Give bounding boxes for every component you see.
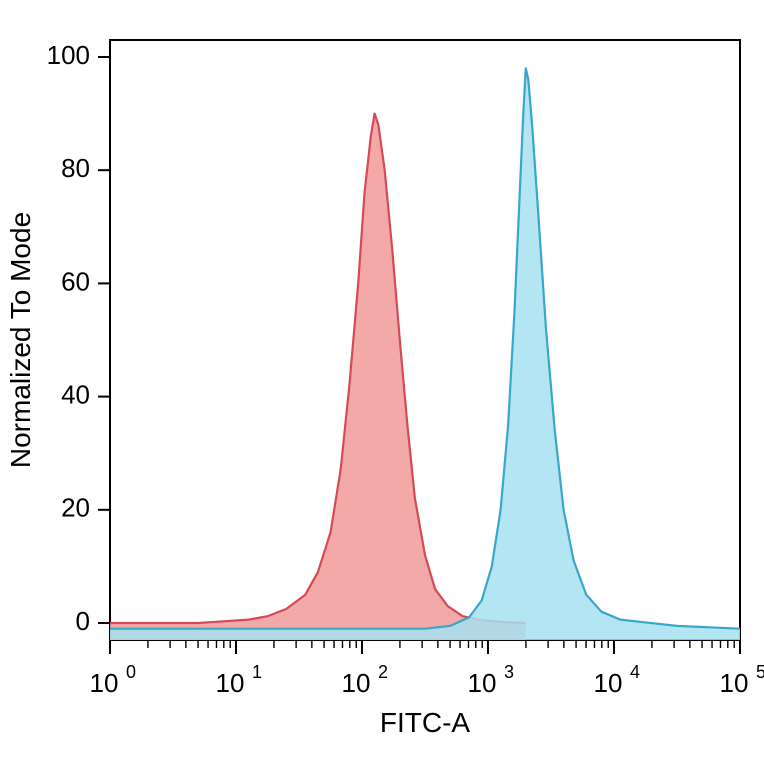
svg-text:10: 10	[468, 668, 497, 698]
y-tick-label: 20	[61, 493, 90, 523]
y-tick-label: 60	[61, 266, 90, 296]
svg-text:3: 3	[504, 662, 514, 682]
svg-text:10: 10	[594, 668, 623, 698]
y-tick-label: 100	[47, 40, 90, 70]
svg-text:1: 1	[252, 662, 262, 682]
y-axis-label: Normalized To Mode	[5, 212, 36, 468]
svg-text:10: 10	[720, 668, 749, 698]
svg-text:10: 10	[90, 668, 119, 698]
svg-text:0: 0	[126, 662, 136, 682]
x-axis-label: FITC-A	[380, 707, 471, 738]
y-tick-label: 0	[76, 606, 90, 636]
svg-text:10: 10	[342, 668, 371, 698]
flow-histogram-chart: { "chart": { "type": "flow-cytometry-his…	[0, 0, 764, 764]
svg-text:4: 4	[630, 662, 640, 682]
chart-svg: 020406080100Normalized To Mode1001011021…	[0, 0, 764, 764]
svg-text:2: 2	[378, 662, 388, 682]
svg-text:5: 5	[756, 662, 764, 682]
y-tick-label: 40	[61, 379, 90, 409]
y-tick-label: 80	[61, 153, 90, 183]
svg-text:10: 10	[216, 668, 245, 698]
